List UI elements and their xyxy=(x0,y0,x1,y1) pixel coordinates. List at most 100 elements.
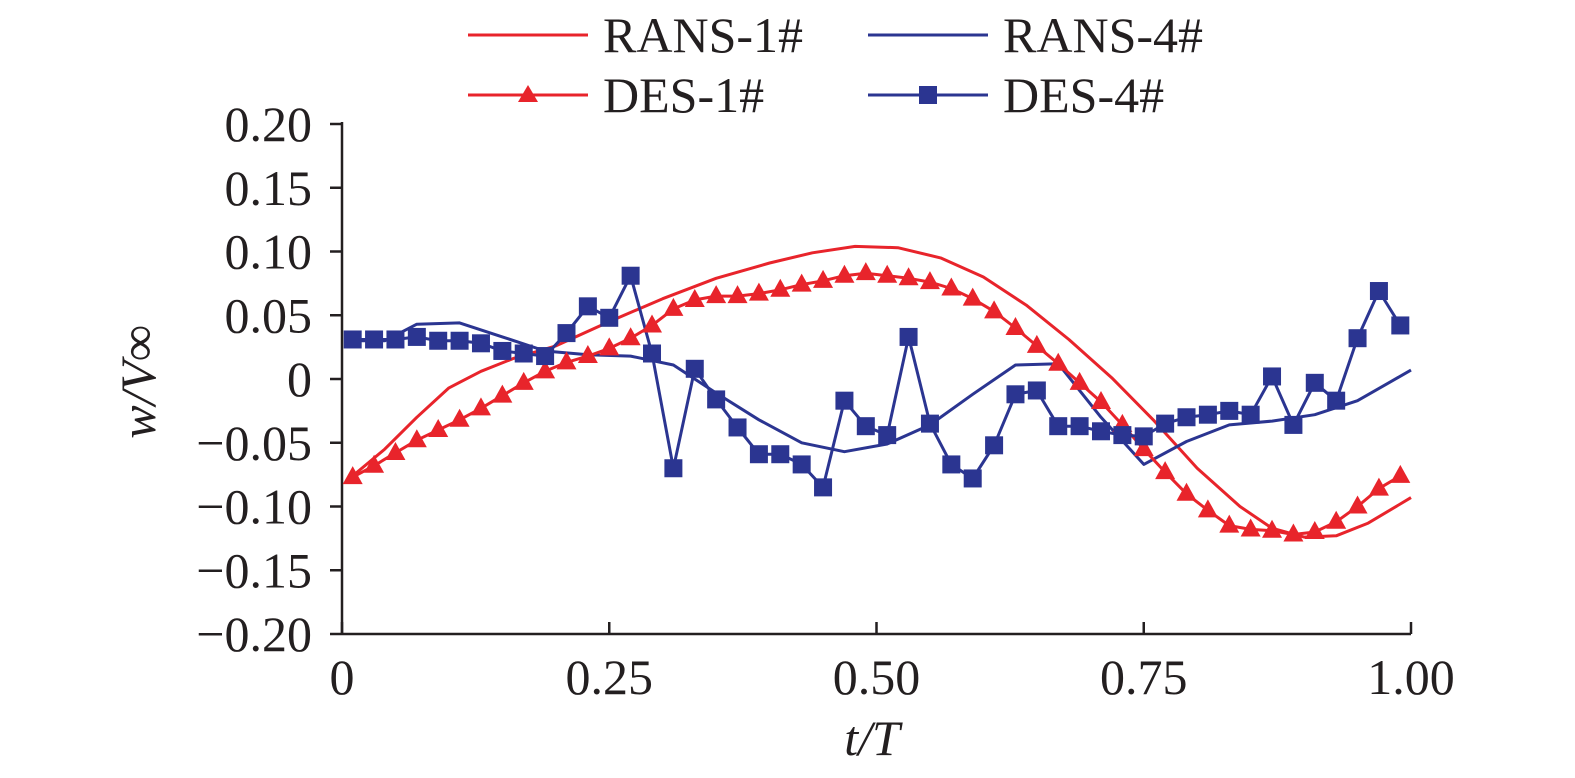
data-point-des-1 xyxy=(1283,523,1304,542)
data-point-des-4 xyxy=(1006,385,1025,404)
series-line-des-4 xyxy=(352,274,1402,489)
data-point-des-4 xyxy=(1241,405,1260,424)
data-point-des-4 xyxy=(493,341,512,360)
data-point-des-4 xyxy=(1070,417,1089,436)
y-tick-label: −0.10 xyxy=(196,479,312,535)
data-point-des-1 xyxy=(1368,477,1389,496)
data-point-des-4 xyxy=(835,391,854,410)
data-point-des-4 xyxy=(1327,391,1346,410)
data-point-des-4 xyxy=(685,359,704,378)
data-point-des-4 xyxy=(664,459,683,478)
data-point-des-4 xyxy=(1284,415,1303,434)
data-point-des-4 xyxy=(1027,381,1046,400)
data-point-des-4 xyxy=(792,455,811,474)
data-point-des-1 xyxy=(599,337,620,356)
data-point-des-1 xyxy=(770,278,791,297)
series-line-rans-4 xyxy=(352,321,1412,466)
y-axis-title: w/V∞ xyxy=(110,325,166,438)
data-point-des-1 xyxy=(727,285,748,304)
data-point-des-4 xyxy=(536,347,555,366)
y-tick-label: −0.05 xyxy=(196,415,312,471)
data-point-des-4 xyxy=(343,330,362,349)
legend-marker-des-4 xyxy=(919,86,937,104)
data-point-des-1 xyxy=(428,419,449,437)
y-tick-label: −0.20 xyxy=(196,606,312,662)
data-point-des-4 xyxy=(471,334,490,353)
data-point-des-4 xyxy=(578,297,597,316)
y-tick-label: 0.15 xyxy=(225,160,313,216)
data-point-des-1 xyxy=(1326,510,1347,529)
data-point-des-1 xyxy=(620,327,641,346)
legend-marker-des-1 xyxy=(518,85,538,102)
data-point-des-1 xyxy=(919,271,940,290)
data-point-des-1 xyxy=(877,264,898,283)
data-point-des-4 xyxy=(1220,401,1239,420)
data-point-des-1 xyxy=(1026,334,1047,353)
y-tick-label: 0 xyxy=(287,351,312,407)
x-tick-label: 0.25 xyxy=(566,649,654,705)
data-point-des-4 xyxy=(621,266,640,285)
data-point-des-1 xyxy=(1390,464,1411,483)
data-point-des-1 xyxy=(684,288,705,307)
data-point-des-1 xyxy=(1219,514,1240,533)
data-point-des-1 xyxy=(492,384,513,403)
x-tick-label: 0.50 xyxy=(833,649,921,705)
data-point-des-1 xyxy=(364,454,385,473)
legend-label-des-4: DES-4# xyxy=(1003,67,1164,123)
x-tick-label: 0 xyxy=(330,649,355,705)
data-point-des-1 xyxy=(855,262,876,281)
data-point-des-4 xyxy=(814,478,833,497)
series-line-des-1 xyxy=(351,271,1402,536)
data-point-des-1 xyxy=(1176,482,1197,501)
data-point-des-1 xyxy=(962,287,983,306)
data-point-des-1 xyxy=(706,285,727,304)
data-point-des-4 xyxy=(963,469,982,488)
y-tick-label: −0.15 xyxy=(196,542,312,598)
data-point-des-4 xyxy=(856,417,875,436)
x-axis-title: t/T xyxy=(844,710,903,766)
data-point-des-4 xyxy=(771,445,790,464)
data-point-des-4 xyxy=(1391,316,1410,335)
legend: RANS-1# RANS-4# DES-1# DES-4# xyxy=(468,7,1203,123)
data-point-des-1 xyxy=(1197,499,1218,518)
data-point-des-1 xyxy=(342,466,363,485)
series-layer xyxy=(342,244,1412,542)
data-point-des-1 xyxy=(642,314,663,333)
data-point-des-4 xyxy=(1049,417,1068,436)
data-point-des-4 xyxy=(365,330,384,349)
data-point-des-1 xyxy=(449,408,470,427)
data-point-des-4 xyxy=(728,418,747,437)
data-point-des-4 xyxy=(878,426,897,445)
data-point-des-4 xyxy=(899,327,918,346)
data-point-des-1 xyxy=(1304,521,1325,539)
data-point-des-1 xyxy=(1133,438,1154,457)
data-point-des-1 xyxy=(577,345,598,364)
data-point-des-1 xyxy=(663,297,684,316)
legend-label-rans-1: RANS-1# xyxy=(603,7,803,63)
data-point-des-1 xyxy=(385,441,406,460)
data-point-des-4 xyxy=(450,331,469,350)
data-point-des-1 xyxy=(1347,495,1368,514)
data-point-des-4 xyxy=(407,327,426,346)
y-tick-label: 0.10 xyxy=(225,224,313,280)
data-point-des-1 xyxy=(1155,461,1176,480)
data-point-des-4 xyxy=(1348,329,1367,348)
legend-label-rans-4: RANS-4# xyxy=(1003,7,1203,63)
data-point-des-1 xyxy=(813,269,834,288)
axes: 0.20 0.15 0.10 0.05 0 −0.05 −0.10 −0.15 −0.20 0 0.… xyxy=(196,96,1454,705)
data-point-des-4 xyxy=(1263,367,1282,386)
series-line-rans-1 xyxy=(351,244,1412,539)
data-point-des-1 xyxy=(941,277,962,296)
data-point-des-1 xyxy=(556,351,577,370)
data-point-des-1 xyxy=(1240,518,1261,537)
data-point-des-1 xyxy=(984,300,1005,319)
data-point-des-4 xyxy=(1198,405,1217,424)
x-tick-label: 0.75 xyxy=(1100,649,1188,705)
data-point-des-4 xyxy=(429,331,448,350)
data-point-des-4 xyxy=(1113,426,1132,445)
data-point-des-4 xyxy=(1134,427,1153,446)
data-point-des-1 xyxy=(513,371,534,390)
data-point-des-4 xyxy=(557,324,576,343)
data-point-des-1 xyxy=(1262,519,1283,538)
